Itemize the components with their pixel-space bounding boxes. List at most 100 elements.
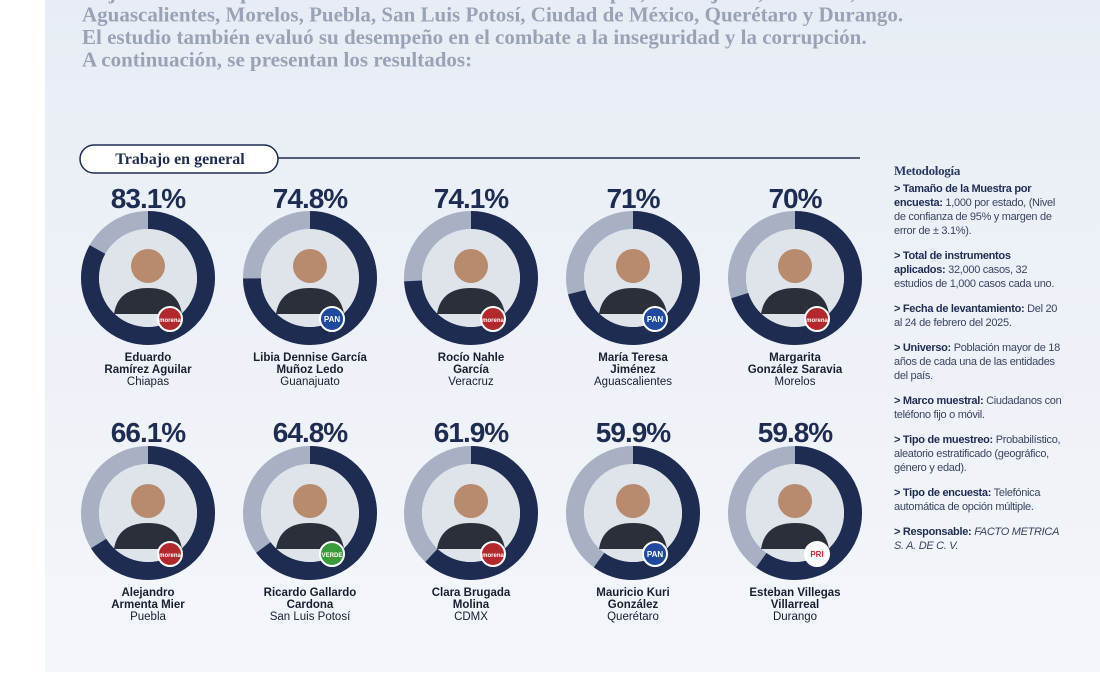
item-label: > Tipo de muestreo: (894, 434, 993, 446)
donut-arc (728, 211, 862, 345)
intro-line: Aguascalientes, Morelos, Puebla, San Lui… (82, 3, 903, 27)
party-label: PAN (647, 550, 664, 559)
value-label: 70% (768, 183, 822, 214)
candidate-name: Armenta Mier (111, 599, 185, 611)
party-label: PRI (810, 550, 823, 559)
candidate-name: Rocío Nahle (438, 352, 504, 364)
party-label: morena (806, 318, 828, 324)
party-badge (642, 306, 668, 332)
value-label: 59.8% (758, 417, 833, 448)
candidate-state: Querétaro (607, 611, 659, 623)
item-text: 1,000 por estado, (Nivel de confianza de… (894, 197, 1056, 237)
photo-head (616, 484, 650, 518)
donut-arc (243, 446, 377, 580)
candidate-name: González (608, 599, 659, 611)
party-label: VERDE (322, 553, 343, 559)
candidate-name: Jiménez (610, 364, 656, 376)
methodology-item: > Universo: Población mayor de 18 años d… (894, 341, 1064, 383)
donut-arc (81, 211, 215, 345)
methodology-item: > Tipo de encuesta: Telefónica automátic… (894, 486, 1064, 514)
candidate-state: Guanajuato (280, 376, 339, 388)
item-text: Telefónica automática de opción múltiple… (894, 487, 1041, 513)
donut-arc (243, 211, 377, 345)
intro-line: A continuación, se presentan los resulta… (82, 48, 472, 72)
photo-head (454, 484, 488, 518)
candidate-name: Ramírez Aguilar (104, 364, 192, 376)
panel (45, 0, 1100, 672)
party-label: PAN (324, 315, 341, 324)
party-label: morena (482, 318, 504, 324)
donut-arc (728, 446, 862, 580)
candidate-name: González Saravia (748, 364, 843, 376)
value-label: 74.8% (273, 183, 348, 214)
candidate-name: García (453, 364, 489, 376)
candidate-name: Margarita (769, 352, 821, 364)
party-badge (804, 306, 830, 332)
photo-head (616, 249, 650, 283)
methodology-title: Metodología (894, 163, 961, 178)
party-label: morena (159, 553, 181, 559)
party-label: PAN (647, 315, 664, 324)
candidate-state: Veracruz (448, 376, 494, 388)
candidate-state: Aguascalientes (594, 376, 672, 388)
methodology-item: > Marco muestral: Ciudadanos con teléfon… (894, 394, 1064, 422)
candidate-name: Alejandro (121, 587, 174, 599)
party-badge (480, 306, 506, 332)
item-label: > Responsable: (894, 526, 972, 538)
candidate-state: Chiapas (127, 376, 169, 388)
value-label: 66.1% (111, 417, 186, 448)
item-text: 32,000 casos, 32 estudios de 1,000 casos… (894, 264, 1055, 290)
photo-head (131, 249, 165, 283)
value-label: 61.9% (434, 417, 509, 448)
candidate-name: Muñoz Ledo (276, 364, 343, 376)
candidate-name: Ricardo Gallardo (264, 587, 357, 599)
item-text: Del 20 al 24 de febrero del 2025. (894, 303, 1058, 329)
section-title: Trabajo en general (115, 151, 245, 168)
party-badge (480, 541, 506, 567)
donut-arc (566, 211, 700, 345)
item-label: > Fecha de levantamiento: (894, 303, 1025, 315)
item-label: > Tipo de encuesta: (894, 487, 992, 499)
value-label: 64.8% (273, 417, 348, 448)
candidate-name: Esteban Villegas (749, 587, 840, 599)
item-label: > Tamaño de la Muestra por encuesta: (894, 183, 1032, 209)
methodology-item: > Tipo de muestreo: Probabilístico, alea… (894, 433, 1064, 475)
donut-arc (81, 446, 215, 580)
donut-arc (566, 446, 700, 580)
photo-head (454, 249, 488, 283)
party-badge (804, 541, 830, 567)
item-label: > Marco muestral: (894, 395, 984, 407)
candidate-name: Cardona (287, 599, 334, 611)
donut-arc (404, 446, 538, 580)
methodology: Metodología > Tamaño de la Muestra por e… (894, 164, 1064, 564)
party-label: morena (159, 318, 181, 324)
candidate-name: Eduardo (125, 352, 172, 364)
candidate-name: Libia Dennise García (253, 352, 367, 364)
methodology-item: > Total de instrumentos aplicados: 32,00… (894, 249, 1064, 291)
party-badge (157, 306, 183, 332)
value-label: 74.1% (434, 183, 509, 214)
photo-head (293, 249, 327, 283)
item-text: Probabilístico, aleatorio estratificado … (894, 434, 1061, 474)
donut-arc (404, 211, 538, 345)
methodology-item: > Fecha de levantamiento: Del 20 al 24 d… (894, 302, 1064, 330)
party-badge (319, 306, 345, 332)
candidate-state: Puebla (130, 611, 166, 623)
section-pill (79, 144, 279, 174)
intro-line: El estudio también evaluó su desempeño e… (82, 25, 867, 49)
party-badge (642, 541, 668, 567)
candidate-name: Mauricio Kuri (596, 587, 669, 599)
photo-head (131, 484, 165, 518)
photo-head (778, 249, 812, 283)
item-text: Población mayor de 18 años de cada una d… (894, 342, 1060, 382)
methodology-item: > Tamaño de la Muestra por encuesta: 1,0… (894, 182, 1064, 238)
item-text: Ciudadanos con teléfono fijo o móvil. (894, 395, 1062, 421)
candidate-state: San Luis Potosí (270, 611, 351, 623)
item-label: > Total de instrumentos aplicados: (894, 250, 1011, 276)
intro-line: mejor calificados por sus buenos resulta… (82, 0, 856, 4)
candidate-name: Clara Brugada (432, 587, 511, 599)
party-label: morena (482, 553, 504, 559)
candidate-state: CDMX (454, 611, 488, 623)
